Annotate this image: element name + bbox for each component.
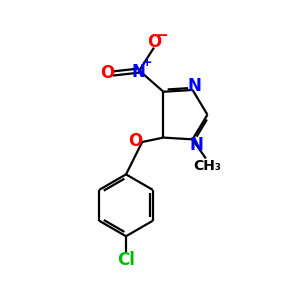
Text: O: O bbox=[100, 64, 115, 82]
Text: N: N bbox=[189, 136, 203, 154]
Text: CH₃: CH₃ bbox=[194, 159, 221, 173]
Text: O: O bbox=[147, 33, 162, 51]
Text: Cl: Cl bbox=[117, 251, 135, 269]
Text: O: O bbox=[129, 132, 143, 150]
Text: N: N bbox=[132, 63, 145, 81]
Text: −: − bbox=[156, 28, 169, 43]
Text: +: + bbox=[141, 56, 152, 69]
Text: N: N bbox=[187, 76, 201, 94]
